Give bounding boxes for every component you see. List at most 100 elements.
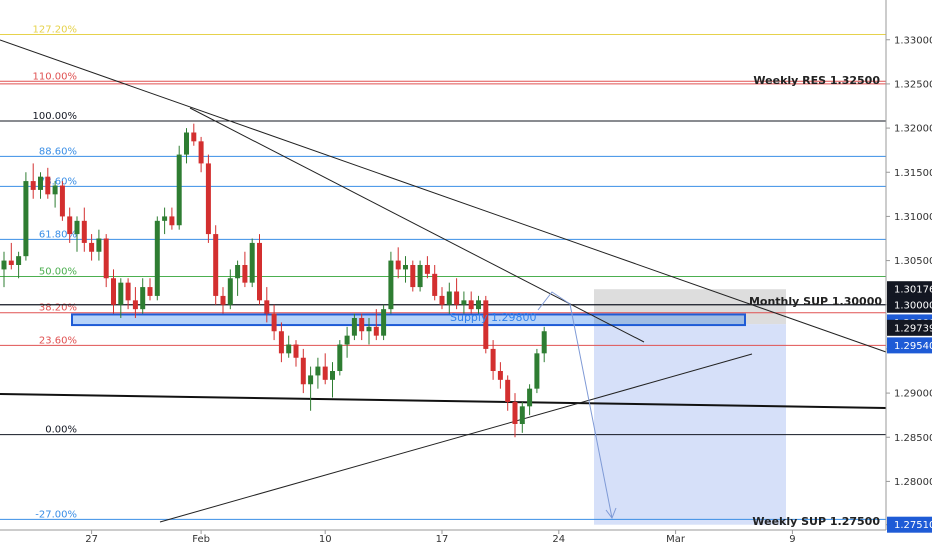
candle-body (220, 295, 226, 305)
price-tick-label: 1.31500 (894, 168, 932, 179)
supply-zone-label: Supply 1.29800 (450, 311, 536, 324)
fib-label: 38.20% (39, 303, 77, 314)
candle-body (213, 234, 219, 296)
candle-body (381, 309, 387, 336)
downtrend-line-inner (189, 107, 645, 343)
price-tag-label: 1.29739 (894, 323, 932, 334)
candle-body (271, 313, 277, 332)
uptrend-line (159, 353, 753, 523)
candle-body (249, 242, 255, 283)
candle-body (527, 388, 533, 407)
price-tick-label: 1.32000 (894, 124, 932, 135)
fib-label: 0.00% (45, 425, 77, 436)
candle-body (8, 260, 14, 265)
candle-body (446, 291, 452, 305)
candle-body (417, 265, 423, 288)
candle-body (118, 282, 124, 305)
price-axis[interactable]: 1.33000 1.32500 1.32000 1.31500 1.31000 1.305… (885, 0, 932, 533)
fibonacci-levels: 127.20% 110.00% 100.00% 88.60% 78.60% 61.80% 5… (0, 24, 886, 520)
candle-body (184, 132, 189, 155)
candle-body (147, 287, 153, 296)
downtrend-line-outer (0, 39, 887, 353)
monthly-support-label: Monthly SUP 1.30000 (749, 295, 882, 308)
price-tag-label: 1.29540 (894, 341, 932, 352)
candle-body (483, 300, 489, 349)
candle-body (308, 375, 314, 385)
candle-body (490, 348, 496, 371)
candle-body (439, 295, 445, 305)
candle-body (132, 300, 138, 310)
supply-zone-rect (71, 313, 746, 327)
candle-body (162, 216, 168, 221)
candle-body (169, 216, 175, 226)
candle-body (30, 181, 36, 190)
risk-zone-box (594, 289, 786, 325)
candle-body (468, 300, 474, 310)
candle-body (52, 185, 58, 195)
candle-body (497, 371, 503, 380)
candle-body (140, 287, 146, 310)
price-tick-label: 1.30500 (894, 256, 932, 267)
price-tick-label: 1.32500 (894, 79, 932, 90)
candle-body (1, 260, 7, 270)
candle-body (286, 344, 292, 354)
candle-body (337, 344, 343, 371)
candle-body (519, 406, 525, 424)
candle-body (366, 326, 372, 332)
candle-body (227, 278, 233, 305)
candle-body (23, 181, 29, 257)
candle-body (205, 163, 211, 235)
candle-body (373, 326, 379, 336)
candle-body (191, 132, 197, 142)
time-tick-label: 27 (85, 534, 98, 545)
trend-lines (0, 39, 887, 523)
candle-body (198, 141, 204, 164)
candle-body (432, 273, 438, 296)
candle-body (96, 238, 102, 252)
price-tick-label: 1.29000 (894, 389, 932, 400)
price-tag-label: 1.27510 (894, 520, 932, 531)
time-axis[interactable]: 27 Feb 10 17 24 Mar 9 (0, 529, 886, 545)
candle-body (315, 366, 321, 376)
candle-body (45, 176, 51, 195)
candle-body (125, 282, 131, 301)
candle-body (476, 300, 481, 310)
price-tick-label: 1.28000 (894, 477, 932, 488)
candle-body (264, 300, 270, 314)
fib-label: 50.00% (39, 266, 77, 277)
candle-body (424, 265, 430, 274)
candle-body (461, 300, 467, 305)
candle-body (403, 265, 408, 270)
fib-label: 23.60% (39, 335, 77, 346)
fib-label: 127.20% (33, 24, 78, 35)
candle-body (16, 256, 22, 265)
fib-label: 88.60% (39, 146, 77, 157)
candle-body (512, 401, 518, 424)
candle-body (300, 357, 306, 385)
candle-body (359, 318, 365, 332)
candle-body (257, 242, 262, 301)
projection-arrow-icon (605, 507, 617, 520)
horizontal-support-line (0, 393, 887, 409)
time-tick-label: Mar (666, 534, 686, 545)
candle-body (278, 331, 284, 354)
candle-body (67, 216, 73, 235)
fib-label: 100.00% (33, 111, 78, 122)
price-tick-label: 1.31000 (894, 212, 932, 223)
price-tag (887, 319, 932, 336)
candle-body (388, 260, 394, 310)
time-tick-label: 10 (319, 534, 332, 545)
price-tag (887, 281, 932, 298)
weekly-support-label: Weekly SUP 1.27500 (752, 515, 880, 528)
candlestick-series (1, 123, 547, 438)
candle-body (154, 220, 160, 296)
time-tick-label: 24 (552, 534, 565, 545)
candle-body (330, 371, 335, 380)
target-zone-box (594, 324, 786, 525)
price-tick-label: 1.33000 (894, 35, 932, 46)
candle-body (176, 154, 182, 226)
candle-body (410, 265, 416, 288)
candle-body (505, 379, 511, 402)
price-tag-label: 1.30000 (894, 300, 932, 311)
